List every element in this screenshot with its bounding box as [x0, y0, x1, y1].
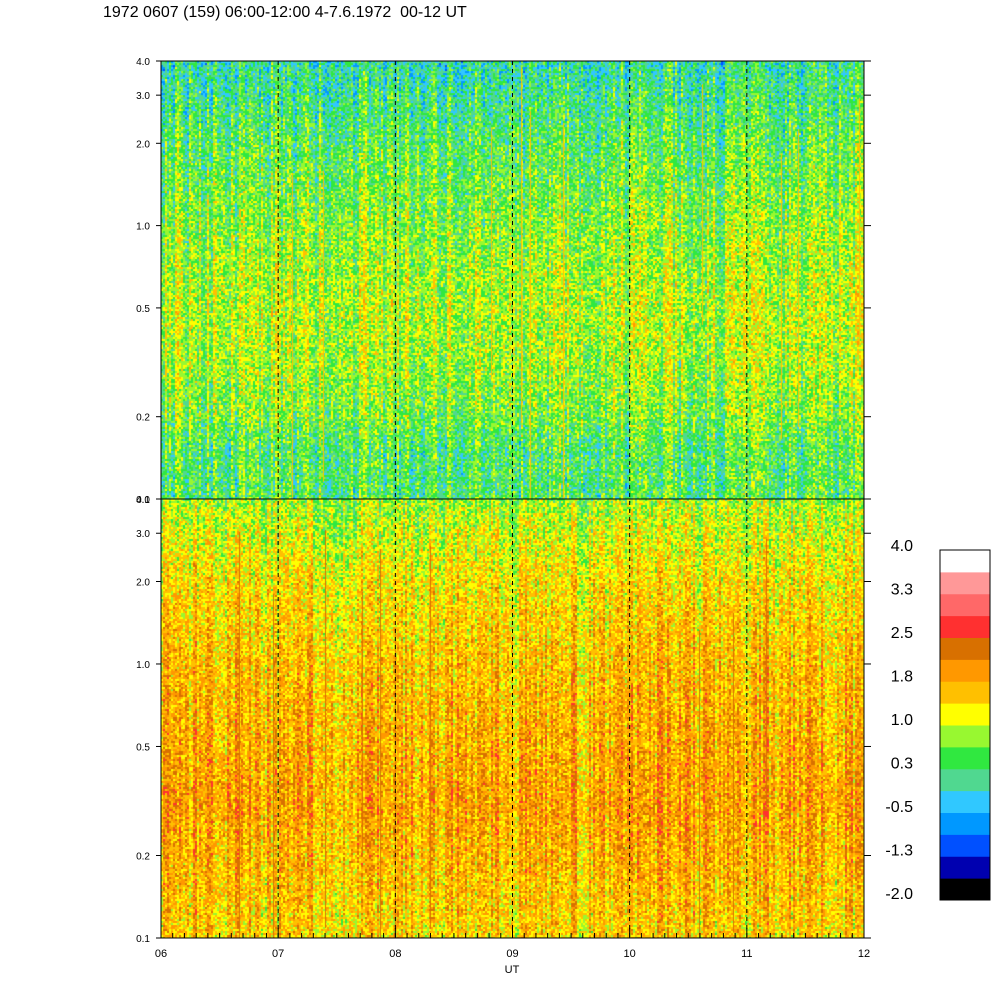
y-tick-label: 1.0	[136, 660, 150, 671]
colorbar-tick-label: 1.0	[891, 712, 913, 729]
colorbar-frame	[939, 549, 991, 901]
colorbar-swatch	[940, 812, 990, 835]
colorbar-tick-label: 3.3	[891, 582, 913, 599]
colorbar-tick-label: -1.3	[885, 843, 913, 860]
y-tick-label: 0.1	[136, 495, 150, 506]
y-tick-label: 4.0	[136, 495, 150, 506]
colorbar-tick-label: 2.5	[891, 625, 913, 642]
x-tick-label: 07	[272, 948, 284, 960]
y-tick-label: 0.2	[136, 852, 150, 863]
y-tick-label: 0.1	[136, 934, 150, 945]
y-tick-label: 0.5	[136, 304, 150, 315]
colorbar-swatch	[940, 550, 990, 573]
y-tick-label: 3.0	[136, 91, 150, 102]
y-tick-label: 4.0	[136, 57, 150, 68]
colorbar-swatch	[940, 615, 990, 638]
y-tick-label: 2.0	[136, 139, 150, 150]
colorbar-swatch	[940, 659, 990, 682]
x-tick-label: 10	[624, 948, 636, 960]
colorbar-swatch	[940, 681, 990, 704]
colorbar-swatch	[940, 768, 990, 792]
colorbar-swatch	[940, 856, 990, 879]
colorbar-tick-label: 1.8	[891, 669, 913, 686]
x-axis-label: UT	[505, 964, 520, 976]
colorbar-swatch	[940, 878, 990, 901]
colorbar-swatch	[940, 593, 990, 617]
y-tick-label: 0.2	[136, 413, 150, 424]
colorbar-tick-label: 4.0	[891, 538, 913, 555]
colorbar-tick-label: -2.0	[885, 886, 913, 903]
x-tick-label: 08	[389, 948, 401, 960]
y-tick-label: 1.0	[136, 222, 150, 233]
colorbar-swatch	[940, 790, 990, 813]
axes-layer: 0.10.20.51.02.03.04.00.10.20.51.02.03.04…	[136, 57, 871, 960]
y-tick-label: 3.0	[136, 529, 150, 540]
page-title: 1972 0607 (159) 06:00-12:00 4-7.6.1972 0…	[103, 4, 467, 21]
dashed-hour-lines	[277, 61, 748, 938]
x-tick-label: 12	[858, 948, 870, 960]
colorbar-swatch	[940, 637, 990, 660]
colorbar-swatch	[940, 571, 990, 595]
x-tick-label: 11	[741, 948, 752, 960]
colorbar: 4.0 3.3 2.5 1.8 1.0 0.3 -0.5 -1.3 -2.0	[885, 538, 991, 903]
colorbar-swatch	[940, 703, 990, 726]
y-tick-label: 2.0	[136, 577, 150, 588]
colorbar-swatch	[940, 725, 990, 748]
x-tick-label: 06	[155, 948, 167, 960]
y-tick-label: 0.5	[136, 742, 150, 753]
colorbar-tick-label: 0.3	[891, 756, 913, 773]
x-tick-label: 09	[506, 948, 518, 960]
colorbar-swatch	[940, 746, 990, 770]
colorbar-swatch	[940, 834, 990, 857]
colorbar-tick-label: -0.5	[885, 799, 913, 816]
